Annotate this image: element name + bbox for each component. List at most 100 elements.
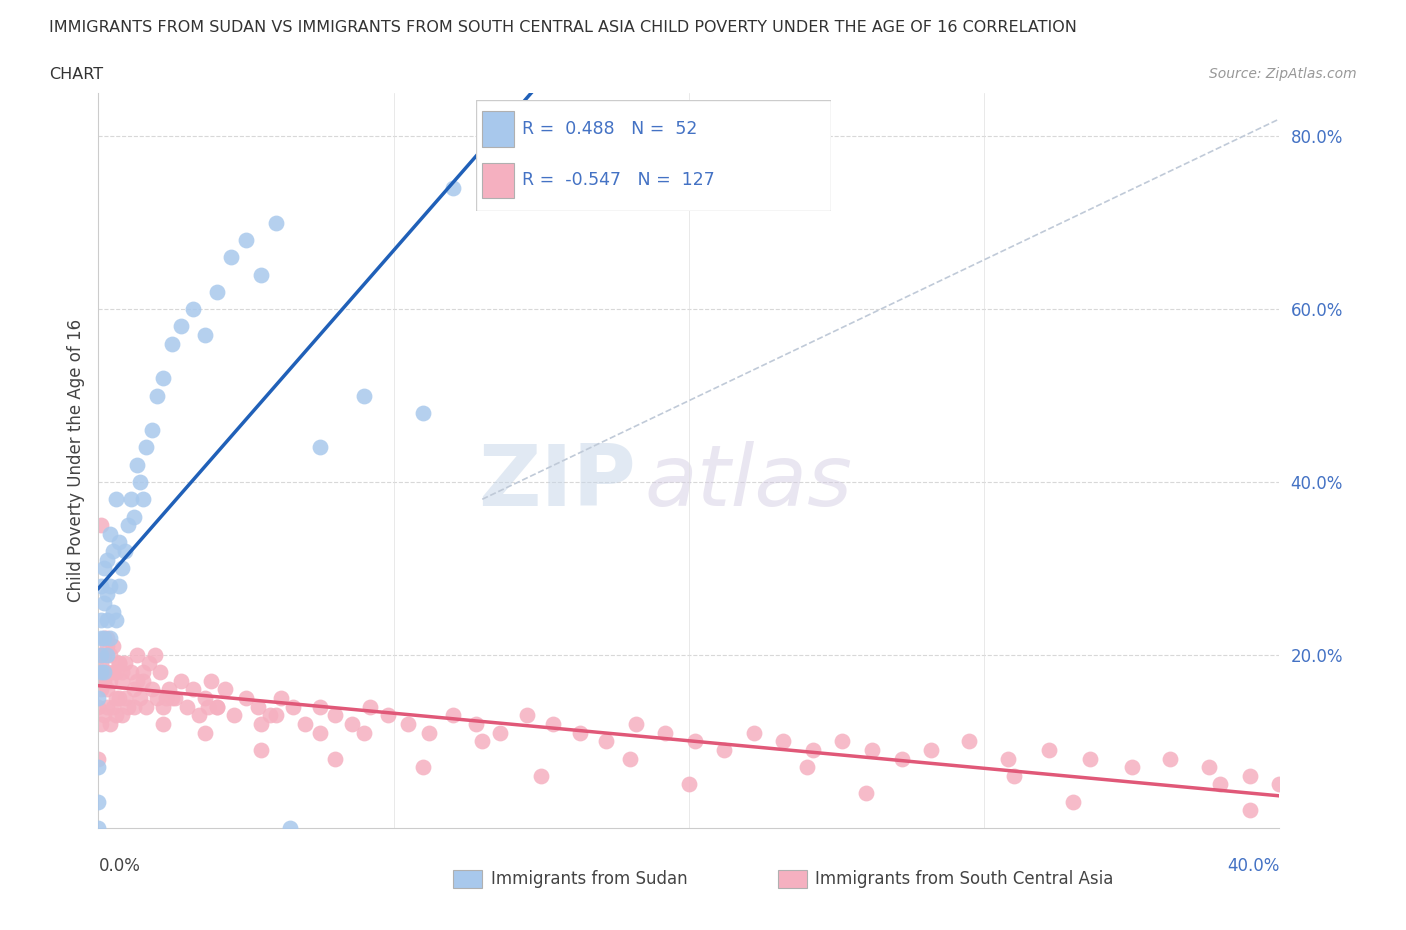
Point xyxy=(246,699,269,714)
Point xyxy=(93,631,115,645)
Point xyxy=(187,708,209,723)
Point xyxy=(170,319,193,334)
Point xyxy=(516,708,538,723)
Point xyxy=(418,725,440,740)
Point xyxy=(146,691,169,706)
Point xyxy=(194,327,217,342)
Point xyxy=(108,656,131,671)
Point xyxy=(619,751,641,766)
Text: Immigrants from Sudan: Immigrants from Sudan xyxy=(491,870,688,888)
Point xyxy=(98,716,121,731)
Point xyxy=(96,631,118,645)
Point xyxy=(98,526,121,541)
Point xyxy=(146,388,169,403)
Point xyxy=(920,742,942,757)
Point xyxy=(105,492,128,507)
Point xyxy=(111,708,134,723)
Point xyxy=(224,708,246,723)
Point xyxy=(1159,751,1181,766)
Point xyxy=(1062,794,1084,809)
Point xyxy=(87,665,110,680)
Point xyxy=(264,215,287,230)
Point xyxy=(132,673,155,688)
Point xyxy=(87,760,110,775)
Point xyxy=(93,631,115,645)
Point xyxy=(96,552,118,567)
Point xyxy=(93,647,115,662)
Point xyxy=(1239,803,1261,817)
Point xyxy=(90,647,112,662)
Point xyxy=(103,665,125,680)
Point xyxy=(90,578,112,593)
Point xyxy=(194,691,217,706)
Point xyxy=(1268,777,1291,792)
Point xyxy=(93,595,115,610)
Point xyxy=(90,613,112,628)
Point xyxy=(353,725,375,740)
Point xyxy=(250,742,273,757)
Point xyxy=(221,250,243,265)
Point xyxy=(259,708,281,723)
Point xyxy=(132,665,155,680)
Point xyxy=(111,673,134,688)
Point xyxy=(117,699,139,714)
Point xyxy=(141,422,163,437)
Point xyxy=(87,691,110,706)
Point xyxy=(170,673,193,688)
Point xyxy=(105,665,128,680)
Y-axis label: Child Poverty Under the Age of 16: Child Poverty Under the Age of 16 xyxy=(66,319,84,602)
Point xyxy=(713,742,735,757)
Point xyxy=(128,474,150,489)
Point xyxy=(997,751,1019,766)
Point xyxy=(250,716,273,731)
Point xyxy=(860,742,883,757)
Point xyxy=(654,725,676,740)
Point xyxy=(796,760,818,775)
Point xyxy=(105,613,128,628)
Point xyxy=(105,691,128,706)
Point xyxy=(398,716,420,731)
Point xyxy=(270,691,292,706)
Point xyxy=(96,647,118,662)
Point xyxy=(93,665,115,680)
Point xyxy=(111,665,134,680)
Point xyxy=(96,699,118,714)
Point xyxy=(108,535,131,550)
Point xyxy=(162,337,183,352)
Point xyxy=(125,647,148,662)
Text: CHART: CHART xyxy=(49,67,103,82)
Point xyxy=(98,673,121,688)
Point xyxy=(541,716,564,731)
Text: IMMIGRANTS FROM SUDAN VS IMMIGRANTS FROM SOUTH CENTRAL ASIA CHILD POVERTY UNDER : IMMIGRANTS FROM SUDAN VS IMMIGRANTS FROM… xyxy=(49,20,1077,35)
Point xyxy=(90,631,112,645)
Point xyxy=(772,734,794,749)
Point xyxy=(128,691,150,706)
Point xyxy=(122,699,145,714)
Point xyxy=(283,699,305,714)
Point xyxy=(117,518,139,533)
Point xyxy=(1198,760,1220,775)
Point xyxy=(90,647,112,662)
Point xyxy=(90,673,112,688)
Point xyxy=(108,691,131,706)
Point xyxy=(108,578,131,593)
Point xyxy=(87,751,110,766)
Point xyxy=(855,786,877,801)
Point xyxy=(471,734,494,749)
Point xyxy=(122,509,145,524)
Point xyxy=(1080,751,1102,766)
Point xyxy=(90,665,112,680)
Point xyxy=(103,544,125,559)
Point xyxy=(959,734,981,749)
Point xyxy=(1121,760,1143,775)
Point xyxy=(205,699,228,714)
Point xyxy=(831,734,853,749)
Point xyxy=(138,656,160,671)
Point xyxy=(98,647,121,662)
Point xyxy=(377,708,399,723)
Point xyxy=(87,647,110,662)
Point xyxy=(235,691,257,706)
Point xyxy=(90,656,112,671)
Point xyxy=(309,440,332,455)
Point xyxy=(412,760,434,775)
